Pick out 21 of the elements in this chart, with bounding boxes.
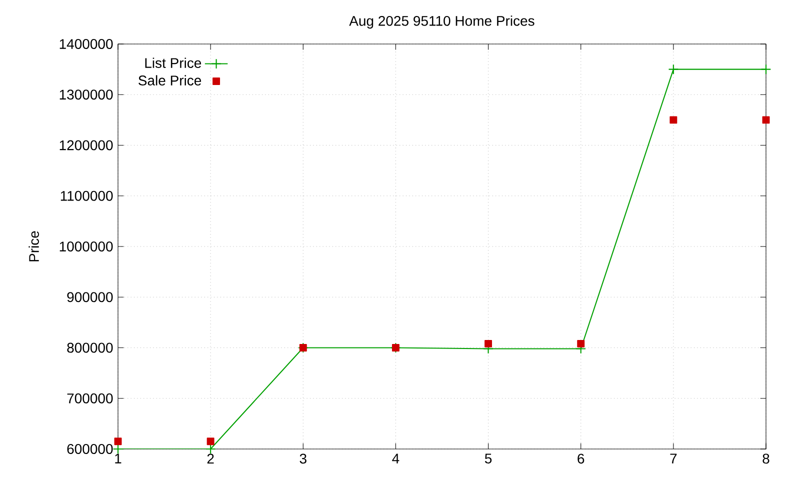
y-tick-label: 1300000 <box>60 90 113 100</box>
x-tick-label: 6 <box>578 454 584 464</box>
y-tick-label: 1200000 <box>60 140 113 150</box>
y-tick-label: 1400000 <box>60 39 113 49</box>
y-tick-label: 1000000 <box>60 242 113 252</box>
y-tick-label: 700000 <box>67 393 113 404</box>
x-tick-label: 2 <box>207 454 214 464</box>
legend-label: Sale Price <box>138 75 202 86</box>
y-axis-title: Price <box>28 231 39 262</box>
x-tick-label: 1 <box>115 454 122 464</box>
y-tick-label: 900000 <box>67 292 113 302</box>
legend-label: List Price <box>145 58 202 68</box>
y-tick-label: 1100000 <box>60 190 113 201</box>
x-tick-label: 3 <box>300 454 306 464</box>
y-tick-label: 800000 <box>67 342 113 353</box>
x-tick-label: 5 <box>484 454 492 464</box>
y-tick-label: 600000 <box>67 444 113 454</box>
x-tick-label: 7 <box>670 454 677 464</box>
x-tick-label: 8 <box>762 454 770 464</box>
x-tick-label: 4 <box>392 454 400 464</box>
chart-title: Aug 2025 95110 Home Prices <box>349 16 534 29</box>
